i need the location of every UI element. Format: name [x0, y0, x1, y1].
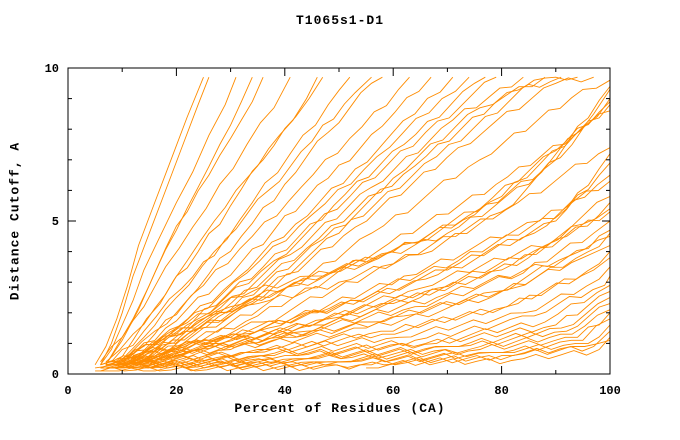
series-line	[105, 77, 264, 366]
series-line	[116, 98, 611, 366]
series-line	[121, 86, 611, 363]
y-tick-label: 5	[52, 215, 59, 229]
series-line	[121, 76, 432, 363]
series-line	[111, 76, 372, 363]
series-line	[111, 266, 611, 369]
series-line	[127, 89, 611, 360]
series-line	[122, 104, 611, 360]
series-line	[121, 76, 383, 366]
x-tick-label: 60	[386, 384, 400, 398]
series-line	[116, 76, 351, 366]
x-tick-label: 0	[64, 384, 71, 398]
series-line	[100, 77, 237, 366]
series-line	[143, 76, 562, 366]
series-line	[95, 324, 611, 369]
chart-title: T1065s1-D1	[295, 13, 384, 28]
series-line	[100, 290, 611, 369]
series-line	[121, 76, 470, 363]
series-line	[100, 318, 611, 369]
series-line	[138, 110, 611, 366]
series-line	[105, 77, 253, 366]
series-line	[143, 76, 594, 363]
series-line	[111, 251, 611, 369]
y-tick-label: 10	[45, 62, 59, 76]
x-tick-label: 80	[494, 384, 508, 398]
series-line	[100, 309, 611, 369]
series-line	[132, 147, 611, 366]
series-line	[100, 232, 611, 366]
x-tick-label: 100	[599, 384, 621, 398]
series-line	[127, 76, 454, 366]
series-line	[105, 312, 611, 369]
series-line	[138, 76, 524, 366]
series-line	[116, 76, 410, 363]
series-line	[116, 229, 611, 366]
series-line	[116, 196, 611, 363]
x-tick-label: 20	[169, 384, 183, 398]
series-line	[100, 275, 611, 366]
series-line	[100, 77, 210, 366]
series-line	[105, 76, 324, 363]
series-line	[116, 162, 611, 360]
x-tick-label: 40	[278, 384, 292, 398]
series-line	[127, 76, 497, 363]
series-line	[95, 337, 611, 372]
series-line	[366, 339, 611, 369]
series-line	[105, 220, 611, 366]
plot-border	[67, 67, 611, 375]
series-line	[100, 76, 291, 363]
y-tick-label: 0	[52, 368, 59, 382]
series-line	[105, 208, 611, 363]
series-line	[138, 76, 578, 363]
x-axis-label: Percent of Residues (CA)	[234, 401, 446, 416]
series-line	[94, 77, 204, 366]
